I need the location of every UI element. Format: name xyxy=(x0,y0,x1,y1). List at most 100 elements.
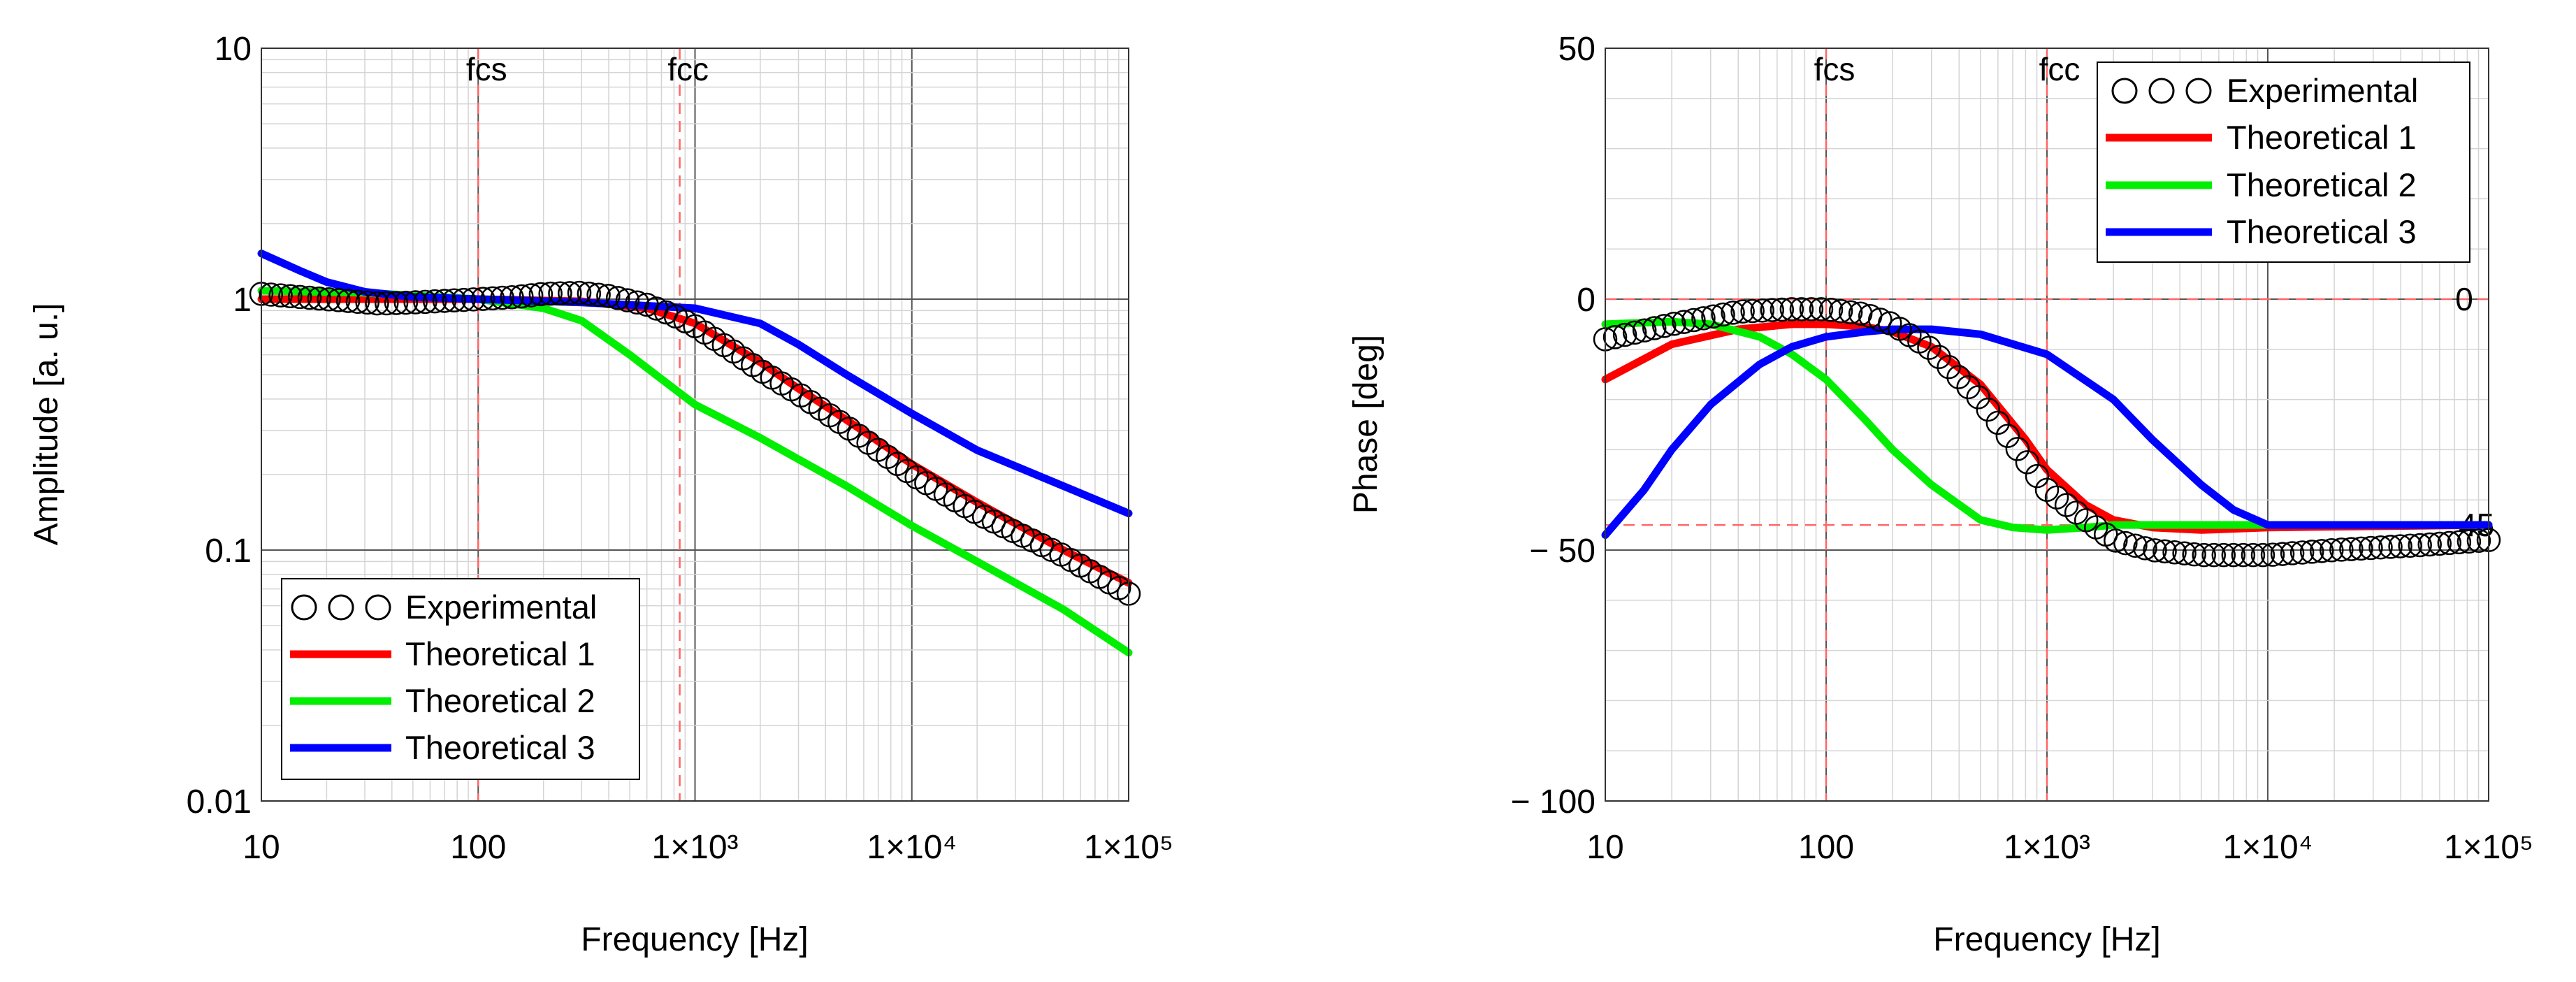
data-point-experimental xyxy=(2143,538,2167,563)
x-tick-label: 100 xyxy=(1798,829,1854,866)
amplitude-plot-frame xyxy=(261,48,1129,802)
data-point-experimental xyxy=(2456,529,2482,554)
data-point-experimental xyxy=(2378,535,2403,559)
y-tick-label: 0 xyxy=(1577,282,1595,319)
data-point-experimental xyxy=(403,290,428,315)
data-point-experimental xyxy=(1652,314,1677,338)
data-point-experimental xyxy=(2349,536,2373,561)
y-tick-label: − 50 xyxy=(1529,533,1595,570)
data-point-experimental xyxy=(1760,298,1785,322)
data-point-experimental xyxy=(1985,410,2011,435)
data-point-experimental xyxy=(1750,298,1774,323)
data-point-experimental xyxy=(287,284,312,310)
amplitude-y-axis-label: Amplitude [a. u.] xyxy=(28,303,65,546)
data-point-experimental xyxy=(1672,310,1696,334)
data-point-experimental xyxy=(1602,325,1628,349)
legend-marker-experimental xyxy=(2111,78,2212,104)
data-point-experimental xyxy=(1740,298,1765,324)
data-point-experimental xyxy=(393,290,419,315)
data-point-experimental xyxy=(1838,300,1863,325)
amplitude-tick-labels: 10 100 1×10³ 1×10⁴ 1×10⁵ 0.01 0.1 1 10 xyxy=(187,31,1173,866)
data-point-experimental xyxy=(278,284,303,309)
legend-label-theoretical-1: Theoretical 1 xyxy=(405,635,595,672)
data-point-experimental xyxy=(2339,537,2364,561)
data-point-experimental xyxy=(413,289,437,315)
legend-label-experimental: Experimental xyxy=(405,589,597,626)
data-point-experimental xyxy=(2221,542,2246,568)
y-tick-label: 10 xyxy=(215,31,252,68)
data-point-experimental xyxy=(2192,542,2216,568)
data-point-experimental xyxy=(1956,375,1981,400)
data-point-experimental xyxy=(461,287,486,312)
amplitude-legend: Experimental Theoretical 1 Theoretical 2… xyxy=(281,578,640,780)
data-point-experimental xyxy=(2182,542,2206,567)
data-point-experimental xyxy=(432,289,457,313)
data-point-experimental xyxy=(297,285,322,310)
data-point-experimental xyxy=(2241,542,2266,568)
data-point-experimental xyxy=(1622,320,1647,345)
data-point-experimental xyxy=(384,291,409,315)
data-point-experimental xyxy=(2289,540,2315,565)
x-tick-label: 1×10⁵ xyxy=(1084,829,1173,866)
legend-label-theoretical-3: Theoretical 3 xyxy=(2227,213,2417,250)
reference-vline-label-fcs: fcs xyxy=(466,51,507,87)
data-point-experimental xyxy=(2015,450,2040,475)
phase-x-axis-label: Frequency [Hz] xyxy=(1933,921,2160,958)
data-point-experimental xyxy=(365,291,389,316)
data-point-experimental xyxy=(259,282,284,307)
x-tick-label: 1×10⁵ xyxy=(2444,829,2533,866)
x-tick-label: 1×10⁴ xyxy=(867,829,957,866)
y-tick-label: 1 xyxy=(233,282,252,319)
data-point-experimental xyxy=(1867,308,1893,332)
data-point-experimental xyxy=(480,286,505,311)
amplitude-series xyxy=(249,250,1141,657)
legend-label-theoretical-2: Theoretical 2 xyxy=(405,682,595,719)
reference-hline-label-0: 0 xyxy=(2455,281,2473,317)
data-point-experimental xyxy=(2231,542,2256,568)
x-tick-label: 1×10³ xyxy=(651,829,738,866)
legend-label-theoretical-1: Theoretical 1 xyxy=(2227,119,2417,156)
series-theoretical-3 xyxy=(257,250,1133,517)
data-point-experimental xyxy=(1799,297,1824,322)
x-tick-label: 10 xyxy=(243,829,280,866)
data-point-experimental xyxy=(1976,397,2000,422)
data-point-experimental xyxy=(375,291,399,316)
data-point-experimental xyxy=(519,283,544,308)
phase-plot-frame xyxy=(1605,48,2489,802)
data-point-experimental xyxy=(1779,297,1804,322)
data-point-experimental xyxy=(528,282,553,307)
data-point-experimental xyxy=(1927,345,1951,370)
data-point-experimental xyxy=(1632,318,1657,342)
x-tick-label: 1×10⁴ xyxy=(2223,829,2313,866)
reference-vline-label-fcc: fcc xyxy=(2039,51,2081,87)
data-point-experimental xyxy=(1937,354,1961,380)
data-point-experimental xyxy=(335,289,361,313)
data-point-experimental xyxy=(326,288,351,312)
data-point-experimental xyxy=(1701,304,1725,328)
series-theoretical-3 xyxy=(1601,325,2493,539)
phase-legend: Experimental Theoretical 1 Theoretical 2… xyxy=(2097,62,2470,263)
data-point-experimental xyxy=(307,286,331,311)
data-point-experimental xyxy=(268,283,293,308)
y-tick-label: 50 xyxy=(1558,31,1595,68)
data-point-experimental xyxy=(2299,540,2324,564)
data-point-experimental xyxy=(500,285,524,310)
y-tick-label: − 100 xyxy=(1511,784,1595,821)
data-point-experimental xyxy=(538,281,563,306)
data-point-experimental xyxy=(557,281,582,305)
data-point-experimental xyxy=(2172,541,2197,565)
data-point-experimental xyxy=(2133,536,2157,561)
data-point-experimental xyxy=(442,288,467,313)
data-point-experimental xyxy=(1612,322,1637,347)
data-point-experimental xyxy=(1917,335,1941,360)
data-point-experimental xyxy=(451,287,476,312)
reference-vline-label-fcc: fcc xyxy=(667,51,709,87)
x-tick-label: 100 xyxy=(450,829,506,866)
series-experimental xyxy=(249,280,1141,606)
data-point-experimental xyxy=(2408,533,2432,558)
legend-label-theoretical-3: Theoretical 3 xyxy=(405,729,595,766)
data-point-experimental xyxy=(1789,297,1814,322)
phase-series xyxy=(1593,297,2501,568)
data-point-experimental xyxy=(2201,542,2227,568)
data-point-experimental xyxy=(596,284,621,308)
